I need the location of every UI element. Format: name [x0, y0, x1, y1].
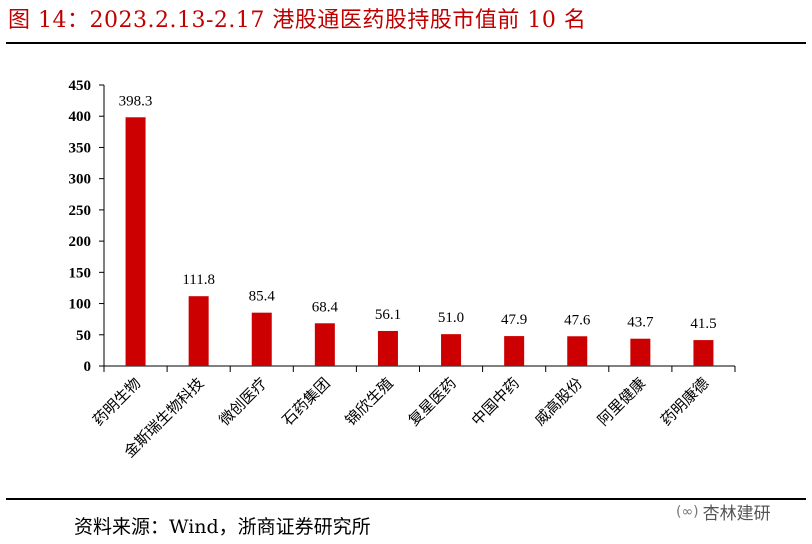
value-label: 41.5 — [690, 316, 716, 332]
value-label: 111.8 — [182, 272, 215, 288]
category-label: 石药集团 — [279, 374, 334, 429]
y-tick-label: 300 — [69, 172, 92, 188]
watermark-text: 杏林建研 — [702, 504, 771, 524]
category-label: 微创医疗 — [215, 374, 270, 429]
x-axis — [103, 365, 736, 372]
source-note: 资料来源：Wind，浙商证券研究所 — [74, 516, 371, 538]
bar-chart: 0 50 100 150 200 250 300 350 400 450 398.3 111.8 85… — [69, 78, 736, 461]
value-label: 47.6 — [564, 312, 591, 328]
bars-group — [125, 117, 714, 366]
value-label: 85.4 — [249, 289, 276, 305]
bar — [251, 312, 272, 366]
category-label: 锦欣生殖 — [342, 374, 397, 429]
y-tick-label: 200 — [69, 234, 92, 250]
category-label: 药明生物 — [89, 374, 144, 429]
bar — [125, 117, 146, 366]
bar — [441, 334, 462, 366]
title-underline — [6, 42, 806, 44]
category-label: 中国中药 — [468, 374, 523, 429]
y-tick-label: 450 — [69, 78, 92, 94]
value-labels-group: 398.3 111.8 85.4 68.4 56.1 51.0 47.9 47.6 43.7 41… — [119, 93, 717, 332]
bar — [567, 336, 588, 366]
watermark: (∞) 杏林建研 — [676, 499, 771, 525]
y-axis: 0 50 100 150 200 250 300 350 400 450 — [69, 78, 105, 375]
bar — [188, 296, 209, 366]
value-label: 68.4 — [312, 299, 339, 315]
bar — [314, 323, 335, 366]
value-label: 51.0 — [438, 310, 464, 326]
y-tick-label: 50 — [76, 328, 91, 344]
category-label: 阿里健康 — [594, 374, 649, 429]
y-tick-label: 100 — [69, 297, 92, 313]
value-label: 56.1 — [375, 307, 401, 323]
y-tick-label: 150 — [69, 265, 92, 281]
bar — [504, 336, 525, 366]
bar — [693, 340, 714, 366]
value-label: 43.7 — [627, 315, 654, 331]
wechat-icon: (∞) — [676, 503, 699, 520]
bar — [377, 330, 398, 366]
category-label: 复星医药 — [405, 374, 460, 429]
value-label: 398.3 — [119, 93, 153, 109]
category-label: 威高股份 — [531, 374, 586, 429]
y-tick-label: 250 — [69, 203, 92, 219]
y-tick-label: 0 — [84, 359, 92, 375]
category-label: 药明康德 — [657, 374, 712, 429]
bar — [630, 338, 651, 366]
y-tick-label: 350 — [69, 140, 92, 156]
value-label: 47.9 — [501, 312, 527, 328]
category-labels-group: 药明生物金斯瑞生物科技 微创医疗 石药集团 锦欣生殖 复星医药 中国中药 威高股份 阿里健康药… — [89, 374, 712, 461]
figure-title: 图 14：2023.2.13-2.17 港股通医药股持股市值前 10 名 — [8, 8, 587, 33]
footer-rule — [6, 498, 806, 500]
y-tick-label: 400 — [69, 109, 92, 125]
